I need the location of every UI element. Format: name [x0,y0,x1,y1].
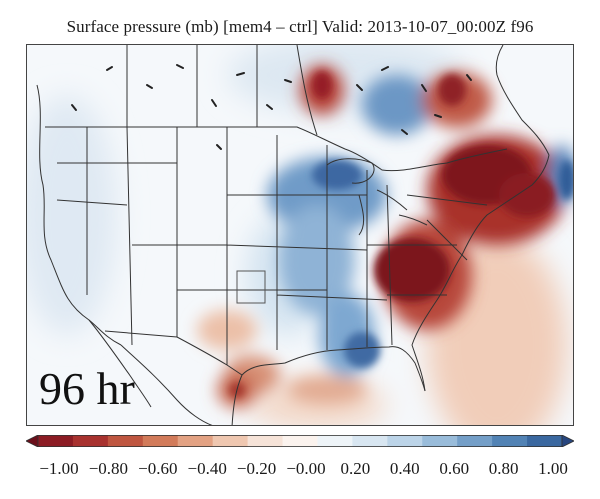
colorbar-segment [317,435,353,447]
canada-provinces [126,45,318,136]
canadian-lakes [71,64,472,150]
lake-mark [401,129,408,135]
colorbar-tick-label: 0.40 [389,459,420,478]
colorbar-tick-label: −0.40 [187,459,227,478]
coastline-west [36,84,122,346]
canada-us-border [45,126,508,172]
lake-mark [176,64,184,69]
lake-mark [266,104,273,110]
gulf-negative [287,376,367,404]
colorbar-tick-label: −1.00 [39,459,79,478]
colorbar-segment [492,435,528,447]
pressure-difference-map [27,45,573,425]
anomaly-field [27,45,573,425]
colorbar-segment [247,435,284,447]
highlight-box [236,270,266,304]
lake-mark [216,144,222,150]
colorbar-tick-label: −0.20 [236,459,277,478]
strong-anomalies [229,71,573,398]
lake-superior-strong-positive [312,160,362,190]
map-panel [26,44,574,426]
colorbar-segment [387,435,423,447]
colorbar-max-arrow [561,435,574,447]
colorbar-min-arrow [26,435,39,447]
lake-mark [466,74,472,81]
colorbar-tick-labels: −1.00 −0.80 −0.60 −0.40 −0.20 −0.00 0.20 0.40 0.… [0,459,600,483]
colorbar-tick-label: 0.60 [439,459,470,478]
mid-atlantic-strong-negative [374,238,450,302]
great-lakes [326,158,428,236]
geographic-boundaries [36,45,550,425]
lake-mark [71,104,77,111]
colorbar-segment [352,435,388,447]
colorbar-segment [177,435,214,447]
colorbar-tick-label: −0.00 [286,459,326,478]
pacific-weak-positive [27,95,117,335]
state-lines-central [226,127,388,365]
colorbar-segment [212,435,249,447]
colorbar-tick-label: −0.80 [88,459,129,478]
colorbar-tick-label: 0.80 [488,459,519,478]
state-lines-west [56,126,327,346]
lake-mark [211,99,217,107]
colorbar-segment [107,435,144,447]
lake-mark [146,84,153,89]
atlantic-strong-positive [559,160,573,200]
canada-east-coast [495,45,550,156]
lake-mark [421,84,427,92]
colorbar-segment [38,435,74,447]
colorbar-segments [26,435,574,447]
midwest-positive [279,205,355,315]
lake-mark [434,114,442,118]
baja-peninsula [88,319,152,408]
colorbar-segment [142,435,179,447]
forecast-hour-label: 96 hr [39,363,135,414]
colorbar-tick-label: −0.60 [138,459,178,478]
colorbar-tick-label: 0.20 [340,459,371,478]
hudson-strong-negative [312,71,332,99]
colorbar-segment [72,435,109,447]
state-lines-east [366,170,488,347]
lake-mark [381,66,389,71]
gulf-coast-strong-positive [344,332,380,368]
colorbar-segment [457,435,493,447]
plot-title: Surface pressure (mb) [mem4 – ctrl] Vali… [66,17,534,36]
colorbar-segment [422,435,458,447]
lake-mark [356,84,363,91]
lake-mark [284,79,292,83]
lake-mark [236,72,245,76]
mexico-coast [120,344,213,425]
lake-mark [106,66,113,71]
nova-scotia-strong-negative [499,173,555,217]
quebec-positive [362,75,432,135]
colorbar-segment [527,435,563,447]
colorbar-segment [282,435,318,447]
labrador-strong-negative [438,74,466,106]
colorbar-tick-label: 1.00 [538,459,568,478]
colorbar [26,435,574,447]
